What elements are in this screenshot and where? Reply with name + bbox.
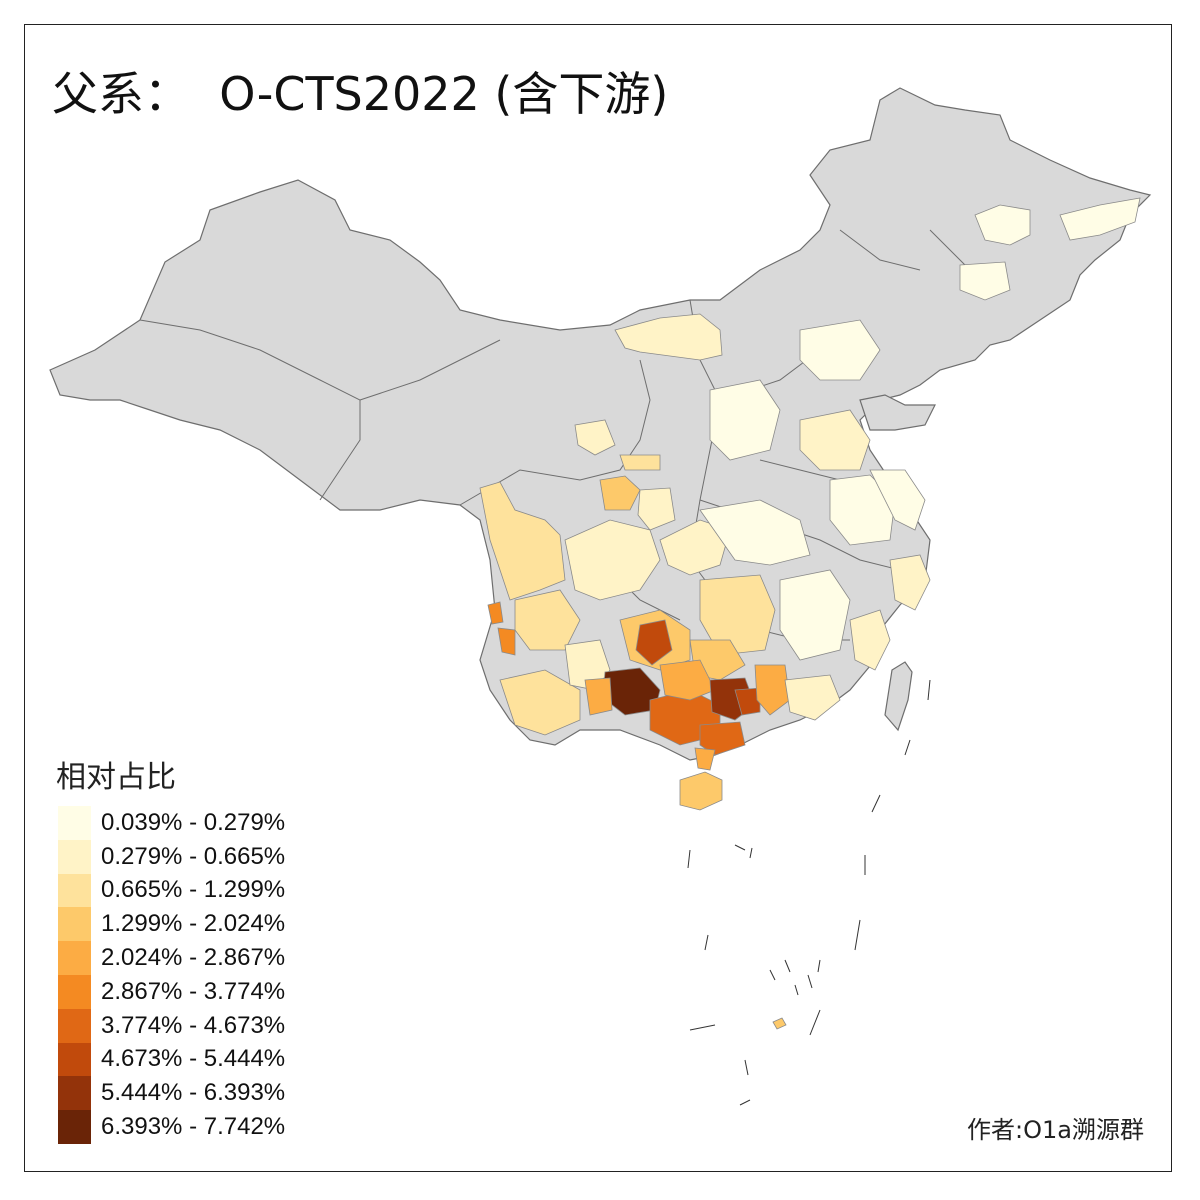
region-northeast-c — [959, 261, 1011, 301]
region-yunnan-west-spot — [497, 627, 516, 656]
region-gansu-pt — [574, 419, 616, 456]
legend-item: 3.774% - 4.673% — [58, 1008, 286, 1043]
region-hunan — [699, 574, 776, 656]
legend-swatch — [58, 839, 91, 874]
legend-label: 3.774% - 4.673% — [101, 1011, 286, 1039]
region-guangxi-e-hot — [734, 687, 761, 716]
legend-swatch — [58, 941, 91, 975]
legend-item: 5.444% - 6.393% — [58, 1076, 286, 1111]
region-fujian — [849, 609, 891, 671]
region-yunnan-south — [499, 669, 581, 736]
legend-item: 2.867% - 3.774% — [58, 974, 286, 1009]
region-yunnan-nw-spot — [487, 601, 504, 625]
region-taiwan — [884, 661, 913, 732]
legend-swatch — [58, 1076, 91, 1111]
region-anhui — [829, 474, 896, 546]
region-inner-mongolia-sw — [614, 313, 723, 361]
legend-swatch — [58, 974, 91, 1009]
region-zhejiang — [889, 554, 931, 611]
legend-swatch — [58, 1110, 91, 1144]
legend-title: 相对占比 — [56, 760, 176, 795]
legend-swatch — [58, 806, 91, 840]
region-sichuan-center — [564, 519, 661, 601]
map-title: 父系： O-CTS2022 (含下游) — [52, 67, 669, 121]
region-hainan — [679, 771, 723, 811]
region-sichuan-west — [479, 481, 566, 601]
south-china-sea-islands — [687, 679, 931, 1106]
legend-item: 1.299% - 2.024% — [58, 907, 286, 942]
legend-label: 2.867% - 3.774% — [101, 977, 286, 1005]
colored-prefectures — [479, 197, 1141, 1030]
legend-swatch — [58, 873, 91, 908]
region-shanxi — [709, 379, 781, 461]
region-northeast-b — [1059, 197, 1141, 241]
legend-item: 4.673% - 5.444% — [58, 1042, 286, 1077]
region-hebei-s — [799, 409, 871, 471]
region-leizhou — [694, 747, 716, 771]
region-ningxia-pt — [619, 454, 661, 471]
legend-swatch — [58, 1042, 91, 1077]
legend: 0.039% - 0.279% 0.279% - 0.665% 0.665% -… — [58, 806, 285, 1144]
region-qinghai-east — [599, 475, 641, 511]
legend-label: 4.673% - 5.444% — [101, 1045, 286, 1073]
region-northeast-a — [974, 204, 1031, 246]
region-guangdong-sw — [699, 721, 746, 756]
author-credit: 作者:O1a溯源群 — [967, 1116, 1144, 1144]
region-spratly-spot — [772, 1017, 787, 1030]
legend-swatch — [58, 907, 91, 942]
legend-item: 2.024% - 2.867% — [58, 941, 285, 975]
region-guangdong-east — [784, 674, 841, 721]
legend-label: 0.039% - 0.279% — [101, 808, 286, 836]
region-jiangxi — [779, 569, 851, 661]
legend-label: 5.444% - 6.393% — [101, 1079, 286, 1107]
legend-item: 0.279% - 0.665% — [58, 839, 286, 874]
legend-item: 6.393% - 7.742% — [58, 1110, 285, 1144]
region-north-plain — [799, 319, 881, 381]
legend-label: 0.665% - 1.299% — [101, 876, 286, 904]
region-chongqing — [659, 519, 731, 576]
region-guizhou-hot — [635, 619, 673, 666]
legend-item: 0.039% - 0.279% — [58, 806, 285, 840]
region-guangxi-north — [659, 659, 716, 701]
region-jiangsu — [869, 469, 926, 531]
region-yunnan-north — [514, 589, 581, 651]
legend-item: 0.665% - 1.299% — [58, 873, 286, 908]
legend-label: 1.299% - 2.024% — [101, 910, 286, 938]
legend-label: 0.279% - 0.665% — [101, 842, 286, 870]
region-hubei — [699, 499, 811, 566]
legend-label: 6.393% - 7.742% — [101, 1113, 286, 1141]
region-guangxi-west-orange — [584, 677, 613, 716]
region-shaanxi-s — [637, 487, 676, 531]
legend-swatch — [58, 1008, 91, 1043]
region-shandong — [859, 394, 936, 431]
region-guangdong-west — [754, 664, 791, 716]
legend-label: 2.024% - 2.867% — [101, 944, 286, 972]
